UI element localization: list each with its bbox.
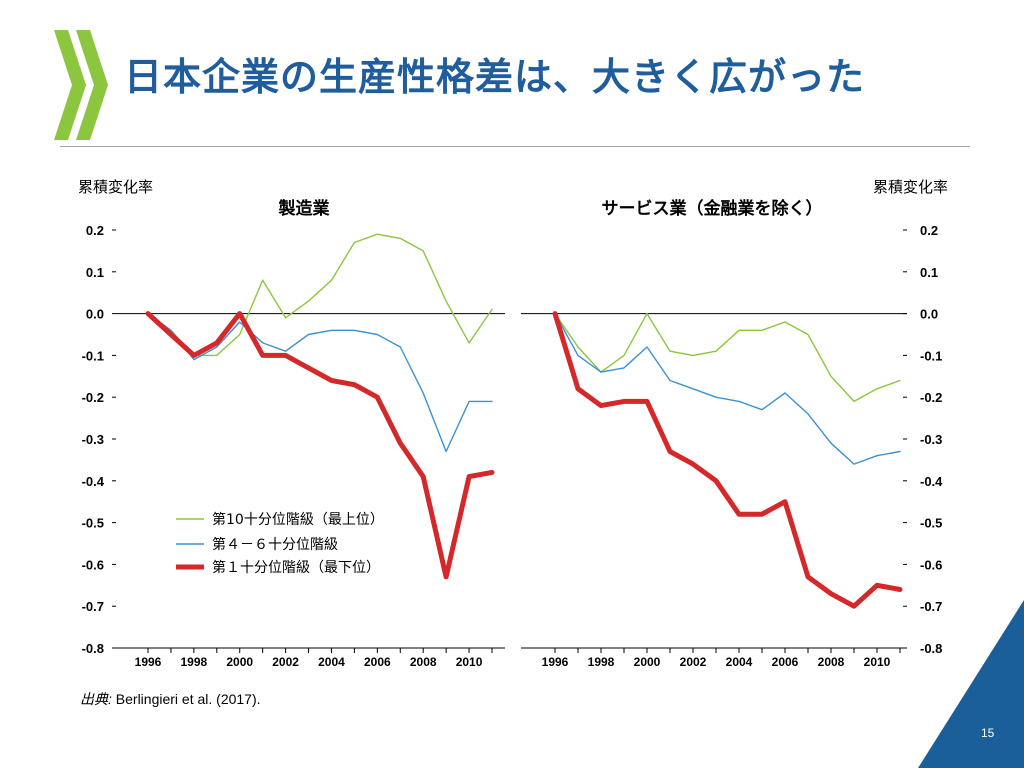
source-prefix: 出典: [80, 691, 112, 707]
x-tick-label: 2008 [818, 655, 845, 669]
chart-manufacturing: 累積変化率 製造業 0.2 0.1 0.0 -0.1 -0.2 -0.3 -0.4 -0.5 -… [78, 178, 505, 669]
y-axis-label: 累積変化率 [873, 178, 948, 196]
x-tick-label: 2010 [864, 655, 891, 669]
y-tick-label: -0.3 [920, 432, 942, 447]
x-tick-label: 2002 [680, 655, 707, 669]
y-tick-label: -0.3 [82, 432, 104, 447]
series-line-1 [147, 312, 493, 453]
series-line-2 [145, 311, 495, 580]
y-tick-label: -0.6 [82, 557, 104, 572]
y-tick-label: -0.2 [920, 390, 942, 405]
x-tick-label: 1998 [181, 655, 208, 669]
x-tick-label: 2008 [410, 655, 437, 669]
chart-title: サービス業（金融業を除く） [602, 198, 823, 219]
y-tick-label: -0.1 [82, 348, 104, 363]
y-tick-label: -0.8 [920, 641, 942, 656]
y-tick-label: 0.0 [920, 307, 938, 322]
source-citation: 出典: Berlingieri et al. (2017). [80, 689, 261, 709]
y-tick-label: -0.5 [920, 516, 942, 531]
series-line-1 [554, 312, 901, 465]
x-tick-label: 1996 [135, 655, 162, 669]
y-tick-label: -0.4 [920, 474, 943, 489]
y-axis-label: 累積変化率 [78, 178, 153, 196]
y-tick-label: -0.7 [920, 599, 942, 614]
logo-chevron-left [54, 30, 86, 140]
y-tick-label: 0.0 [86, 307, 104, 322]
title-divider [60, 146, 970, 147]
x-tick-label: 2006 [772, 655, 799, 669]
chart-title: 製造業 [278, 198, 330, 219]
y-tick-label: 0.1 [920, 265, 938, 280]
y-tick-label: -0.4 [82, 474, 105, 489]
y-tick-label: 0.2 [920, 223, 938, 238]
page-number: 15 [981, 726, 995, 740]
y-tick-label: -0.8 [82, 641, 104, 656]
logo-chevron-right [76, 30, 108, 140]
legend-label: 第４－６十分位階級 [212, 536, 338, 553]
legend-label: 第10十分位階級（最上位） [212, 511, 384, 528]
x-tick-label: 2000 [226, 655, 253, 669]
series-line-2 [552, 311, 903, 609]
x-tick-label: 1998 [588, 655, 615, 669]
x-tick-label: 2004 [318, 655, 345, 669]
y-tick-label: -0.5 [82, 516, 104, 531]
series-line-0 [554, 312, 901, 403]
legend-label: 第１十分位階級（最下位） [212, 559, 380, 576]
series-line-0 [147, 233, 493, 357]
y-tick-label: -0.2 [82, 390, 104, 405]
x-tick-label: 1996 [542, 655, 569, 669]
x-tick-label: 2010 [456, 655, 483, 669]
y-tick-label: -0.1 [920, 348, 942, 363]
chart-services: 累積変化率 サービス業（金融業を除く） 0.2 0.1 0.0 -0.1 -0.2 -0.… [521, 178, 948, 669]
slide-title: 日本企業の生産性格差は、大きく広がった [124, 55, 866, 99]
x-tick-label: 2006 [364, 655, 391, 669]
oecd-chevron-logo-icon [54, 30, 108, 140]
source-text: Berlingieri et al. (2017). [111, 691, 261, 707]
x-tick-label: 2004 [726, 655, 753, 669]
x-tick-label: 2000 [634, 655, 661, 669]
y-tick-label: 0.2 [86, 223, 104, 238]
y-tick-label: -0.6 [920, 557, 942, 572]
x-tick-label: 2002 [272, 655, 299, 669]
y-tick-label: -0.7 [82, 599, 104, 614]
y-tick-label: 0.1 [86, 265, 104, 280]
